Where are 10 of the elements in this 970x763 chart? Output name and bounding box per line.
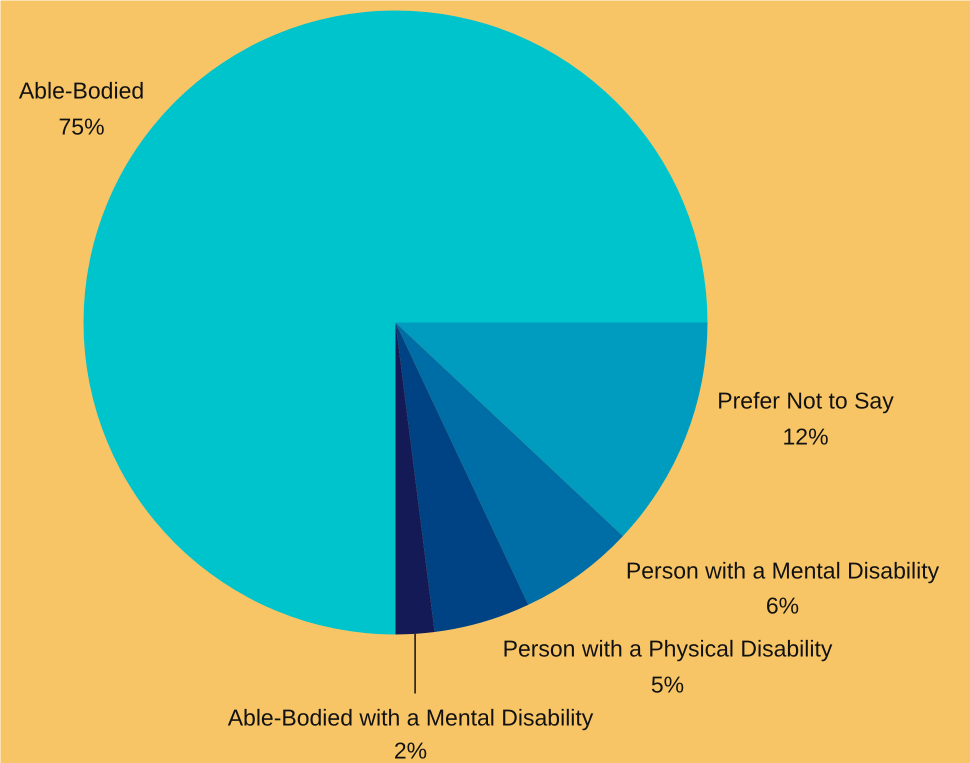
data-label: 75% bbox=[58, 114, 105, 140]
data-label: 6% bbox=[766, 592, 800, 618]
data-label: 5% bbox=[650, 672, 684, 698]
data-label: 2% bbox=[394, 738, 428, 763]
slice-label: Person with a Physical Disability bbox=[502, 636, 833, 662]
slice-label: Able-Bodied with a Mental Disability bbox=[228, 704, 594, 730]
slice-label: Prefer Not to Say bbox=[717, 388, 894, 414]
slice-label: Person with a Mental Disability bbox=[626, 558, 940, 584]
data-label: 12% bbox=[782, 424, 829, 450]
slice-label: Able-Bodied bbox=[18, 78, 144, 104]
